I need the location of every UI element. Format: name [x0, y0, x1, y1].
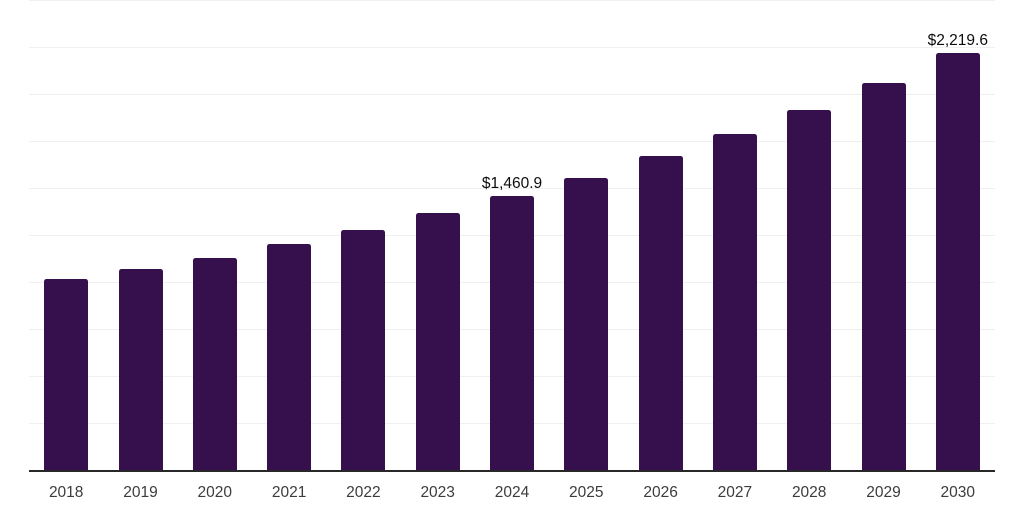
bar-2029[interactable]	[861, 82, 906, 470]
bar-2027[interactable]	[712, 134, 757, 470]
x-tick-label-2029: 2029	[866, 484, 901, 501]
x-tick-label-2027: 2027	[717, 484, 753, 501]
bar-2024[interactable]	[490, 195, 534, 470]
gridline	[29, 47, 995, 48]
x-axis-line	[29, 469, 995, 472]
x-tick-label-2028: 2028	[791, 484, 827, 501]
bar-2020[interactable]	[192, 257, 237, 470]
x-tick-label-2025: 2025	[569, 484, 604, 501]
x-tick-label-2024: 2024	[494, 484, 530, 501]
gridline	[29, 140, 995, 142]
x-tick-label-2023: 2023	[420, 484, 455, 501]
plot-area	[29, 0, 995, 470]
gridline	[29, 93, 995, 95]
bar-2026[interactable]	[638, 155, 683, 470]
bar-2023[interactable]	[415, 213, 460, 470]
bar-2019[interactable]	[118, 269, 163, 470]
x-tick-label-2019: 2019	[123, 484, 158, 501]
data-label-2024: $1,460.9	[481, 174, 543, 192]
x-tick-label-2030: 2030	[940, 484, 976, 501]
x-tick-label-2022: 2022	[346, 484, 381, 501]
data-label-2030: $2,219.6	[927, 32, 988, 50]
bar-2025[interactable]	[564, 177, 609, 470]
x-tick-label-2020: 2020	[197, 484, 233, 501]
x-tick-label-2018: 2018	[48, 484, 84, 501]
bar-2021[interactable]	[267, 243, 312, 470]
x-tick-label-2026: 2026	[643, 484, 678, 501]
bar-2030[interactable]	[935, 53, 980, 470]
gridline	[29, 187, 995, 189]
bar-2028[interactable]	[787, 109, 832, 470]
bar-2018[interactable]	[44, 279, 89, 470]
x-tick-label-2021: 2021	[271, 484, 307, 501]
bar-2022[interactable]	[341, 229, 386, 470]
gridline	[29, 0, 995, 1]
